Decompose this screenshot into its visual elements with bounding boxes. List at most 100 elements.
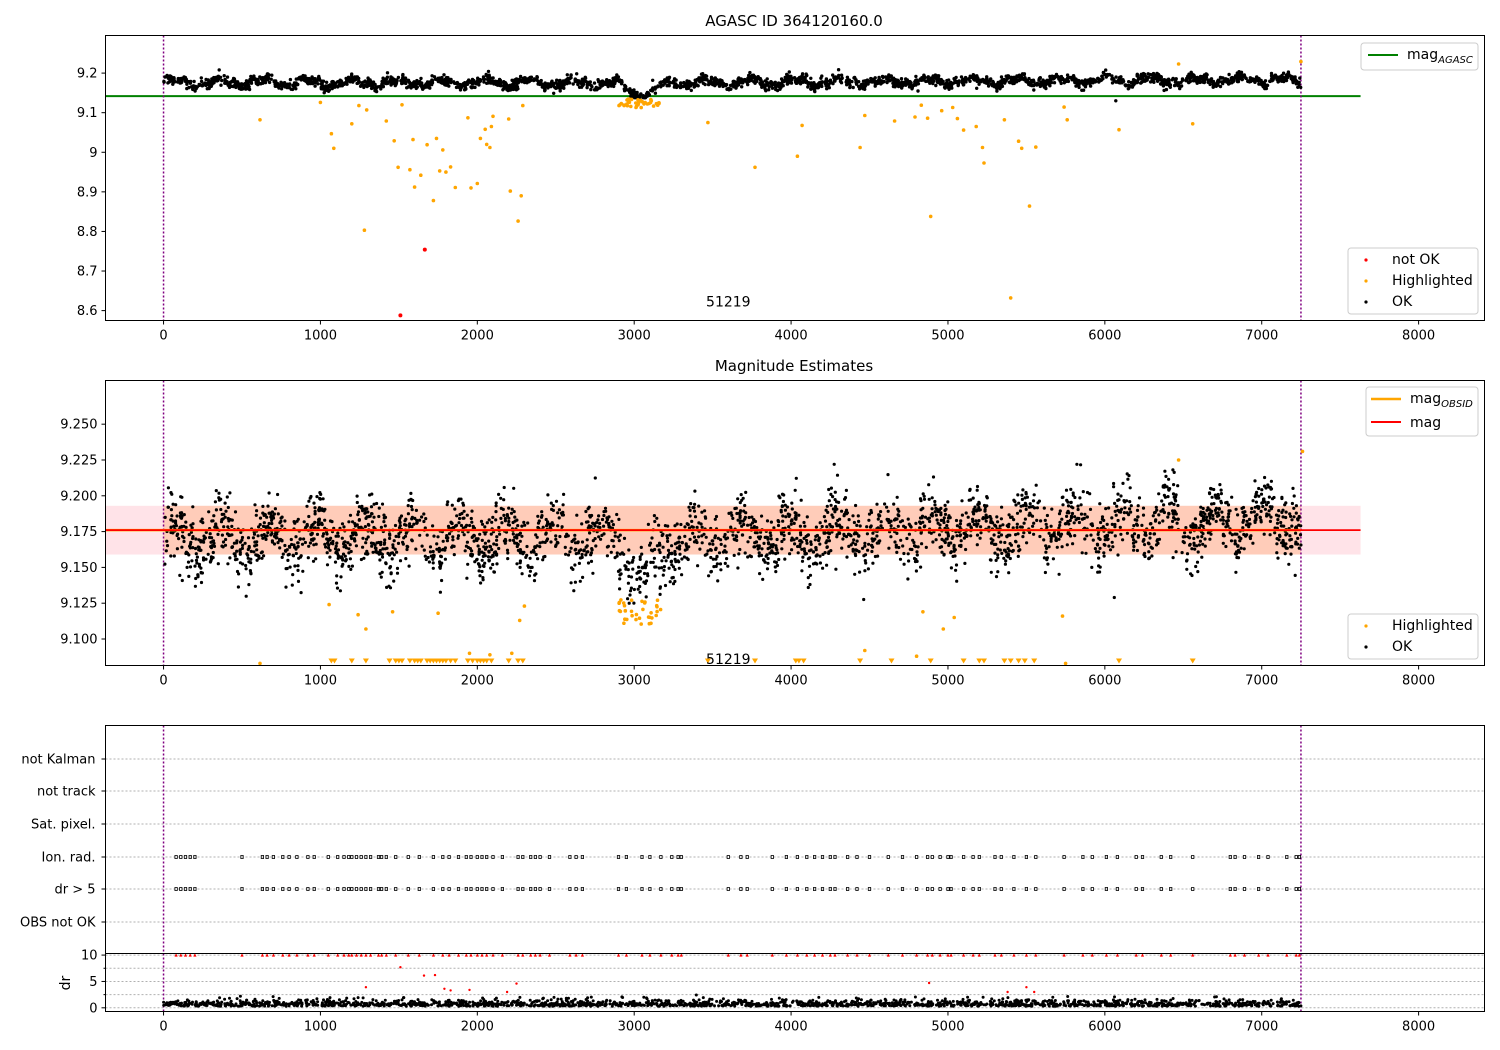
ok-point [1175, 521, 1179, 525]
agasc-legend-lower[interactable]: not OK Highlighted OK [1347, 247, 1479, 315]
ok-point [651, 78, 655, 83]
ok-point [383, 524, 387, 528]
ok-point [668, 580, 672, 584]
ok-point [1117, 510, 1121, 514]
ok-point [1007, 522, 1011, 526]
legend-label-not-ok: not OK [1392, 252, 1440, 268]
ok-point [1234, 507, 1238, 511]
ok-point [1226, 503, 1231, 507]
ok-point [197, 82, 201, 87]
ok-point [1023, 517, 1027, 521]
ok-point [1000, 551, 1004, 556]
ok-point [220, 533, 224, 537]
ok-point [1151, 514, 1155, 518]
ok-point [1270, 497, 1275, 501]
ok-point [194, 537, 198, 541]
ok-point [869, 524, 873, 528]
ok-point [392, 579, 396, 583]
ok-point [330, 80, 334, 84]
ok-point [1000, 505, 1004, 509]
ok-point [415, 85, 419, 89]
ok-point [631, 567, 635, 571]
ok-point [663, 78, 667, 82]
ok-point [908, 547, 912, 551]
ok-point [258, 82, 262, 86]
ok-point [959, 75, 964, 79]
ok-point [1077, 516, 1081, 521]
ok-point [502, 513, 506, 518]
ok-point [968, 79, 972, 84]
ok-point [894, 83, 898, 88]
ok-point [993, 551, 997, 555]
highlighted-point [466, 116, 470, 120]
ok-point [1235, 555, 1239, 560]
ok-point [673, 567, 677, 572]
ok-point [1152, 532, 1157, 536]
ok-point [991, 79, 995, 84]
ok-point [964, 511, 968, 515]
ok-point [1193, 547, 1197, 551]
highlighted-point [919, 103, 924, 107]
ok-point [211, 550, 215, 555]
ok-point [558, 89, 562, 93]
agasc-legend-upper[interactable]: magAGASC [1360, 42, 1479, 71]
ok-point [1261, 504, 1265, 509]
ok-point [638, 590, 642, 594]
ok-point [670, 544, 674, 548]
ok-point [974, 509, 979, 513]
ok-point [1275, 542, 1279, 546]
ok-point [1058, 79, 1062, 83]
ok-point [873, 84, 877, 88]
ok-point [1151, 73, 1155, 77]
ok-point [1177, 81, 1181, 86]
ok-point [193, 85, 197, 90]
ok-point [629, 586, 634, 590]
ok-point [946, 85, 951, 90]
ok-point [1233, 75, 1238, 79]
ok-point [910, 87, 914, 91]
ok-point [1275, 537, 1279, 541]
ok-point [663, 583, 668, 588]
ok-point [736, 497, 740, 501]
ok-point [738, 501, 742, 505]
ok-point [834, 567, 838, 571]
ok-point [552, 91, 556, 96]
ok-point [703, 553, 707, 557]
ok-point [677, 566, 681, 570]
ok-point [306, 556, 310, 560]
ok-point [1025, 541, 1029, 545]
ok-point [732, 83, 736, 87]
ok-point [638, 584, 642, 589]
ok-point [191, 546, 195, 550]
ok-point [1214, 519, 1218, 524]
ok-point [1097, 556, 1101, 560]
highlighted-point [332, 146, 336, 151]
ok-point [891, 84, 896, 89]
ok-point [1113, 509, 1117, 513]
ok-point [490, 520, 494, 524]
ok-point [637, 565, 641, 569]
ok-point [1233, 539, 1237, 543]
highlighted-point [506, 117, 511, 121]
ok-point [807, 564, 812, 568]
highlighted-point [1190, 122, 1195, 126]
ok-point [1298, 533, 1303, 537]
ok-point [1112, 485, 1116, 489]
ok-point [453, 507, 457, 511]
ok-point [758, 76, 762, 81]
ok-point [1158, 75, 1163, 79]
ok-point [495, 543, 499, 547]
ok-point [686, 523, 690, 527]
ok-point [1176, 503, 1180, 508]
ok-point [1098, 502, 1102, 506]
ok-point [1235, 79, 1240, 84]
ok-point [1131, 535, 1135, 539]
ok-point [1136, 504, 1140, 508]
ok-point [793, 488, 797, 492]
ok-point [1093, 80, 1098, 84]
ok-point [1071, 74, 1076, 78]
ok-point [178, 76, 183, 81]
ok-point [1294, 525, 1298, 529]
ok-point [323, 542, 327, 546]
ok-point [943, 508, 947, 513]
